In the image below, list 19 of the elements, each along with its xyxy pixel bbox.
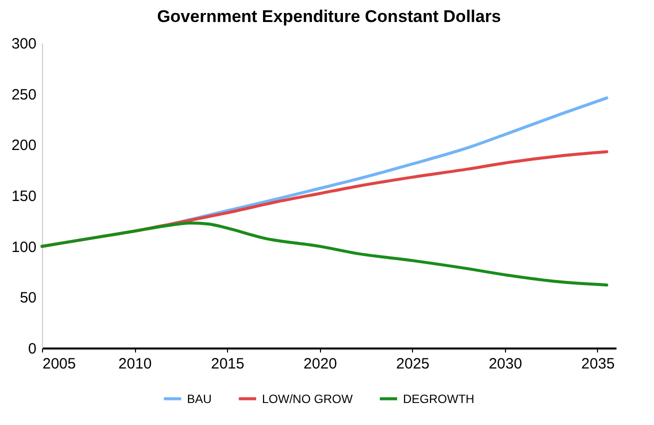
x-tick-label: 2025	[396, 356, 430, 372]
legend-label: DEGROWTH	[403, 392, 474, 406]
line-series	[40, 221, 608, 286]
x-tick-label: 2010	[118, 356, 152, 372]
y-tick-label: 0	[28, 340, 36, 358]
x-tick-label: 2035	[581, 356, 615, 372]
y-tick-label: 200	[11, 137, 36, 154]
x-tick-label: 2030	[488, 356, 522, 372]
legend-label: BAU	[187, 392, 212, 406]
y-tick-label: 300	[11, 36, 36, 52]
x-tick-label: 2005	[42, 356, 76, 372]
x-tick-label: 2015	[210, 356, 244, 372]
chart-title: Government Expenditure Constant Dollars	[157, 7, 501, 26]
y-tick-label: 100	[11, 238, 36, 256]
y-tick-label: 50	[20, 290, 36, 307]
legend-label: LOW/NO GROW	[262, 392, 354, 406]
x-tick-label: 2020	[304, 356, 337, 372]
y-tick-label: 150	[11, 188, 36, 205]
y-tick-label: 250	[11, 86, 36, 104]
